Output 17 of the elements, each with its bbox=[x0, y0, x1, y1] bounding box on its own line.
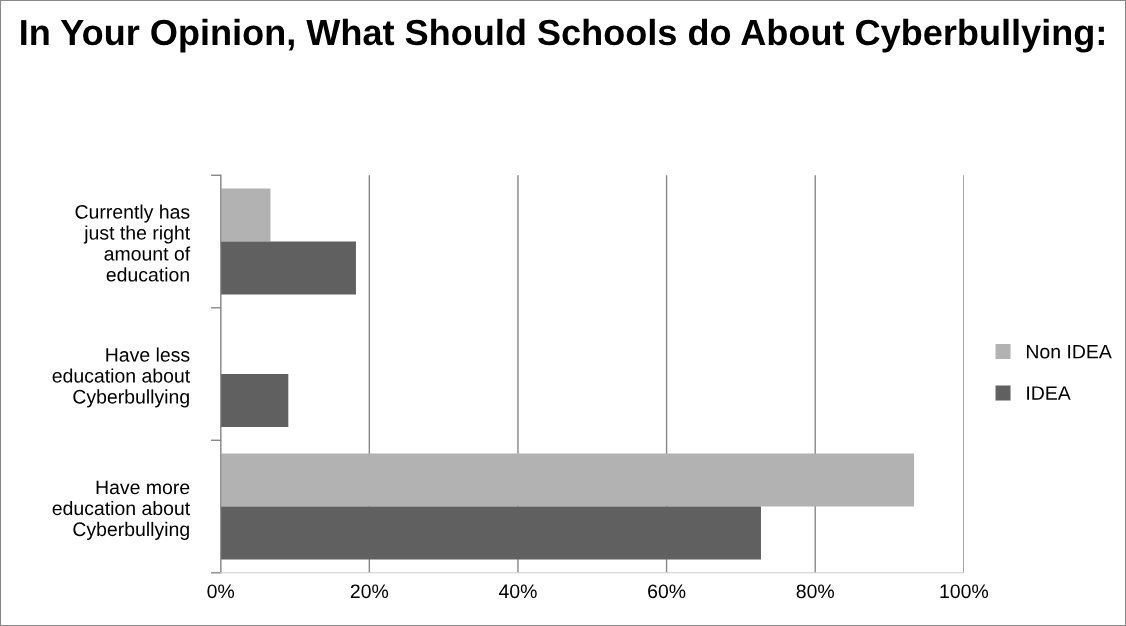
x-tick-label: 80% bbox=[796, 584, 834, 599]
bar bbox=[220, 241, 356, 295]
legend-label: Non IDEA bbox=[1026, 344, 1112, 359]
y-tick-label: Currently has just the right amount of education bbox=[75, 204, 191, 282]
y-tick-label: Have more education about Cyberbullying bbox=[52, 480, 191, 540]
x-tick-label: 60% bbox=[648, 584, 686, 599]
x-tick-label: 20% bbox=[350, 584, 389, 599]
x-tick-label: 0% bbox=[207, 584, 235, 599]
x-tick-label: 40% bbox=[498, 584, 537, 599]
bar bbox=[220, 453, 915, 507]
bar bbox=[220, 506, 761, 560]
bar bbox=[220, 188, 271, 242]
y-tick-label: Have less education about Cyberbullying bbox=[52, 347, 191, 408]
chart-title: In Your Opinion, What Should Schools do About Cyberbullying: bbox=[21, 18, 1104, 53]
legend-label: IDEA bbox=[1027, 386, 1071, 400]
x-tick-label: 100% bbox=[940, 584, 989, 599]
bar bbox=[220, 374, 289, 428]
